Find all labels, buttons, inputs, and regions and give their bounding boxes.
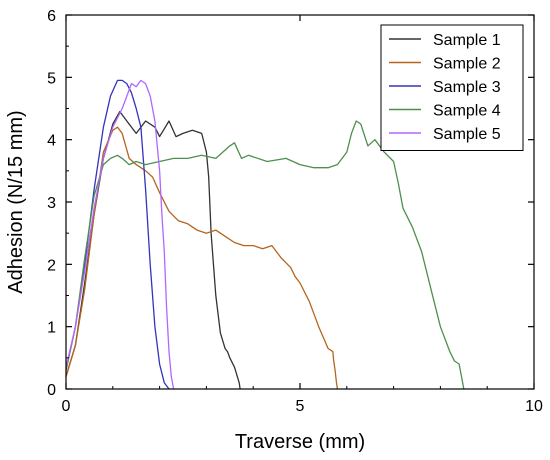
x-axis-title: Traverse (mm) <box>235 431 365 453</box>
x-tick-label: 5 <box>296 398 305 415</box>
legend-label-sample-3: Sample 3 <box>433 79 501 96</box>
x-tick-label: 0 <box>62 398 71 415</box>
series-line-sample-2 <box>65 126 339 390</box>
y-tick-label: 3 <box>47 195 56 212</box>
legend-label-sample-5: Sample 5 <box>433 126 501 143</box>
y-tick-label: 6 <box>47 8 56 25</box>
legend-label-sample-1: Sample 1 <box>433 32 501 49</box>
series-line-sample-4 <box>65 120 465 390</box>
legend-label-sample-2: Sample 2 <box>433 56 501 73</box>
y-tick-label: 4 <box>47 133 56 150</box>
legend: Sample 1 Sample 2 Sample 3 Sample 4 Sample 5 <box>380 24 524 151</box>
y-axis-title: Adhesion (N/15 mm) <box>5 110 27 293</box>
y-tick-label: 0 <box>47 382 56 399</box>
series-line-sample-1 <box>65 110 241 390</box>
legend-box <box>380 24 524 151</box>
y-tick-label: 2 <box>47 257 56 274</box>
x-tick-label: 10 <box>525 398 543 415</box>
ticks-layer: 0 5 10 0 1 2 3 4 5 6 <box>47 8 543 415</box>
legend-label-sample-4: Sample 4 <box>433 103 501 120</box>
series-line-sample-3 <box>65 79 170 390</box>
y-tick-label: 5 <box>47 70 56 87</box>
series-layer <box>65 79 465 390</box>
series-line-sample-5 <box>65 79 175 390</box>
y-tick-label: 1 <box>47 320 56 337</box>
